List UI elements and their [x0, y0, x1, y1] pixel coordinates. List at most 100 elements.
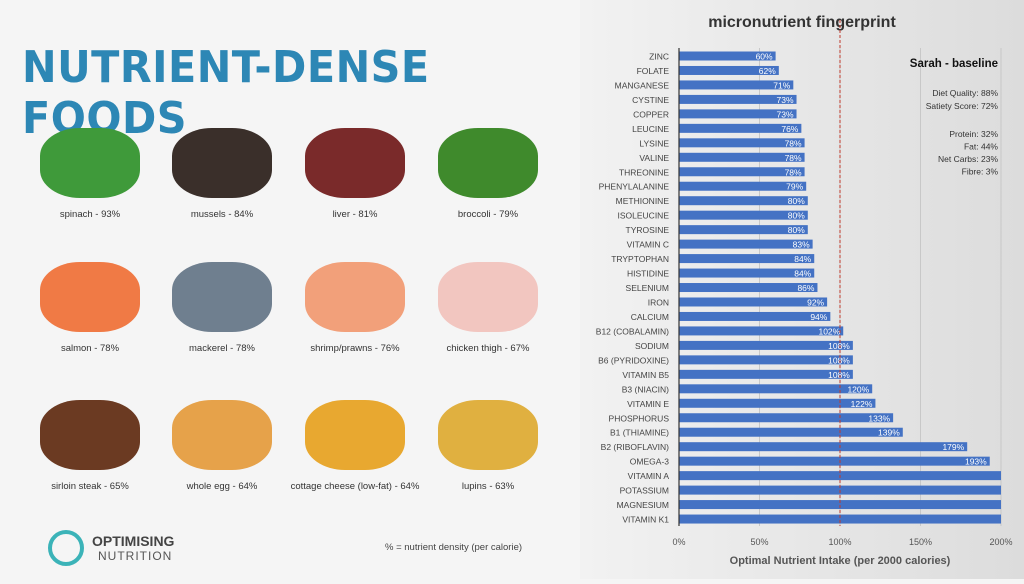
data-label: 193%	[965, 457, 987, 467]
food-label: chicken thigh - 67%	[446, 343, 530, 354]
category-label: FOLATE	[637, 66, 670, 76]
bar	[679, 384, 873, 394]
food-label: whole egg - 64%	[186, 481, 258, 492]
food-item: sirloin steak - 65%	[25, 400, 155, 493]
food-label: salmon - 78%	[60, 343, 120, 354]
food-item: chicken thigh - 67%	[423, 262, 553, 355]
bar	[679, 109, 797, 119]
food-image	[172, 262, 272, 332]
bar	[679, 311, 831, 321]
data-label: 78%	[785, 167, 802, 177]
food-image	[305, 128, 405, 198]
food-label: spinach - 93%	[59, 209, 121, 220]
category-label: OMEGA-3	[630, 457, 669, 467]
category-label: IRON	[648, 297, 669, 307]
bar	[679, 427, 903, 437]
category-label: B6 (PYRIDOXINE)	[598, 355, 669, 365]
food-label: broccoli - 79%	[457, 209, 519, 220]
food-item: shrimp/prawns - 76%	[290, 262, 420, 355]
food-label: shrimp/prawns - 76%	[310, 343, 400, 354]
category-label: B2 (RIBOFLAVIN)	[601, 442, 669, 452]
legend-macro: Net Carbs: 23%	[938, 154, 998, 164]
food-item: mussels - 84%	[157, 128, 287, 221]
data-label: 62%	[759, 66, 776, 76]
bar	[679, 181, 807, 191]
food-image	[438, 400, 538, 470]
food-label: lupins - 63%	[461, 481, 515, 492]
bar	[679, 268, 815, 278]
data-label: 102%	[818, 326, 840, 336]
food-item: salmon - 78%	[25, 262, 155, 355]
data-label: 73%	[777, 95, 794, 105]
legend-stat: Diet Quality: 88%	[932, 88, 998, 98]
food-item: liver - 81%	[290, 128, 420, 221]
category-label: B12 (COBALAMIN)	[596, 326, 669, 336]
chart-title: micronutrient fingerprint	[708, 14, 896, 31]
data-label: 122%	[851, 399, 873, 409]
bar	[679, 355, 853, 365]
data-label: 108%	[828, 341, 850, 351]
logo: OPTIMISING NUTRITION	[48, 530, 174, 566]
food-item: lupins - 63%	[423, 400, 553, 493]
bar	[679, 65, 779, 75]
data-label: 78%	[785, 153, 802, 163]
x-tick-label: 100%	[828, 537, 851, 547]
category-label: CYSTINE	[632, 95, 669, 105]
data-label: 73%	[777, 109, 794, 119]
category-label: LEUCINE	[632, 124, 669, 134]
food-image	[40, 262, 140, 332]
infographic-panel: NUTRIENT-DENSE FOODS spinach - 93% mussel…	[22, 42, 553, 566]
logo-line1: OPTIMISING	[92, 533, 175, 549]
x-tick-label: 150%	[909, 537, 932, 547]
data-label: 94%	[810, 312, 827, 322]
page-title: NUTRIENT-DENSE FOODS	[22, 42, 430, 144]
bar	[679, 283, 818, 293]
x-tick-label: 50%	[750, 537, 768, 547]
data-label: 179%	[942, 442, 964, 452]
data-label: 84%	[794, 254, 811, 264]
category-label: COPPER	[633, 109, 669, 119]
category-label: B1 (THIAMINE)	[610, 428, 669, 438]
chart-panel: micronutrient fingerprint ZINC 60% FOLATE 62…	[580, 0, 1024, 579]
bar	[679, 326, 844, 336]
bar	[679, 514, 1001, 524]
category-label: PHENYLALANINE	[599, 182, 670, 192]
bar	[679, 51, 776, 61]
data-label: 139%	[878, 428, 900, 438]
bar	[679, 138, 805, 148]
category-label: PHOSPHORUS	[609, 413, 670, 423]
bar	[679, 123, 802, 133]
category-label: THREONINE	[619, 167, 669, 177]
food-item: broccoli - 79%	[423, 128, 553, 221]
data-label: 133%	[868, 413, 890, 423]
category-label: TYROSINE	[626, 225, 670, 235]
category-label: SODIUM	[635, 341, 669, 351]
food-label: mussels - 84%	[190, 209, 254, 220]
data-label: 71%	[773, 80, 790, 90]
bar	[679, 456, 990, 466]
food-item: spinach - 93%	[25, 128, 155, 221]
food-label: mackerel - 78%	[189, 343, 255, 354]
bar	[679, 239, 813, 249]
data-label: 76%	[781, 124, 798, 134]
legend-macro: Protein: 32%	[949, 129, 998, 139]
food-label: sirloin steak - 65%	[51, 481, 129, 492]
food-image	[40, 400, 140, 470]
data-label: 80%	[788, 196, 805, 206]
bar	[679, 167, 805, 177]
data-label: 84%	[794, 269, 811, 279]
data-label: 108%	[828, 355, 850, 365]
category-label: POTASSIUM	[620, 486, 669, 496]
bar	[679, 340, 853, 350]
data-label: 83%	[793, 240, 810, 250]
category-label: B3 (NIACIN)	[622, 384, 669, 394]
category-label: HISTIDINE	[627, 269, 669, 279]
data-label: 120%	[847, 384, 869, 394]
x-axis-title: Optimal Nutrient Intake (per 2000 calori…	[730, 555, 951, 567]
food-image	[438, 128, 538, 198]
food-label: liver - 81%	[332, 209, 378, 220]
bar	[679, 80, 794, 90]
bar	[679, 254, 815, 264]
category-label: VITAMIN C	[627, 240, 669, 250]
logo-line2: NUTRITION	[98, 549, 173, 563]
